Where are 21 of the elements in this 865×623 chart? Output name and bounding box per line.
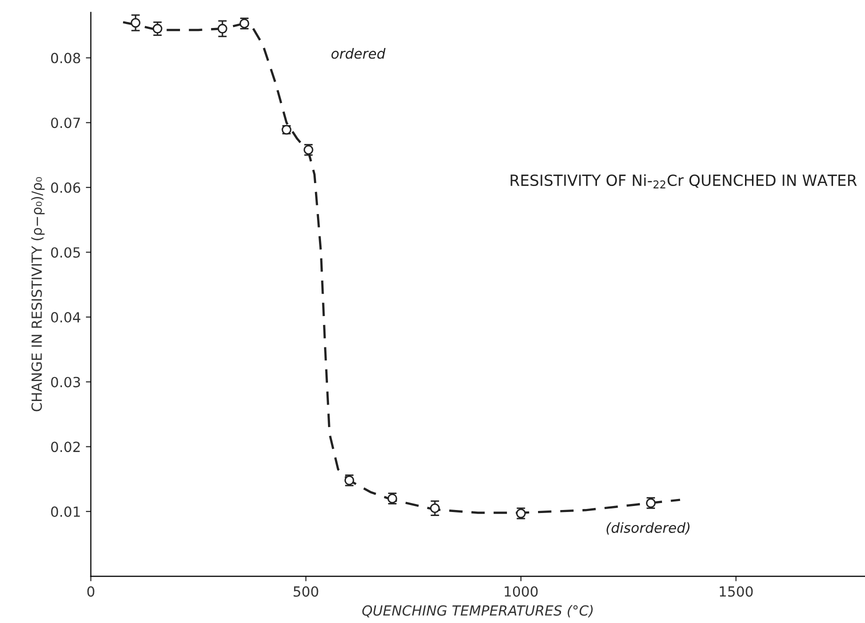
annotation: (disordered) xyxy=(606,522,690,535)
text: RESISTIVITY OF Ni-$_{22}$Cr QUENCHED IN WATER xyxy=(510,174,857,188)
x-tick-label: 1000 xyxy=(504,586,538,597)
point xyxy=(152,24,162,34)
y-tick-label: 0.05 xyxy=(51,247,80,258)
y-tick-label: 0.03 xyxy=(51,376,80,388)
y-tick-label: 0.08 xyxy=(51,52,80,64)
x-tick-label: 1500 xyxy=(720,586,753,597)
x-tick-label: 0 xyxy=(87,586,94,597)
point xyxy=(130,18,140,28)
x-tick-label: 500 xyxy=(294,586,318,597)
y-tick-label: 0.07 xyxy=(51,118,80,128)
y-tick-label: 0.02 xyxy=(51,442,80,452)
point xyxy=(430,503,440,514)
y-axis-title: CHANGE IN RESISTIVITY (ρ−ρ₀)/ρ₀ xyxy=(31,177,45,412)
x-axis-title: QUENCHING TEMPERATURES (°C) xyxy=(362,605,593,618)
point xyxy=(218,24,228,34)
annotation: ordered xyxy=(331,48,386,59)
y-tick-label: 0.01 xyxy=(51,506,80,517)
y-tick-label: 0.06 xyxy=(51,182,80,193)
y-tick-label: 0.04 xyxy=(51,312,80,323)
